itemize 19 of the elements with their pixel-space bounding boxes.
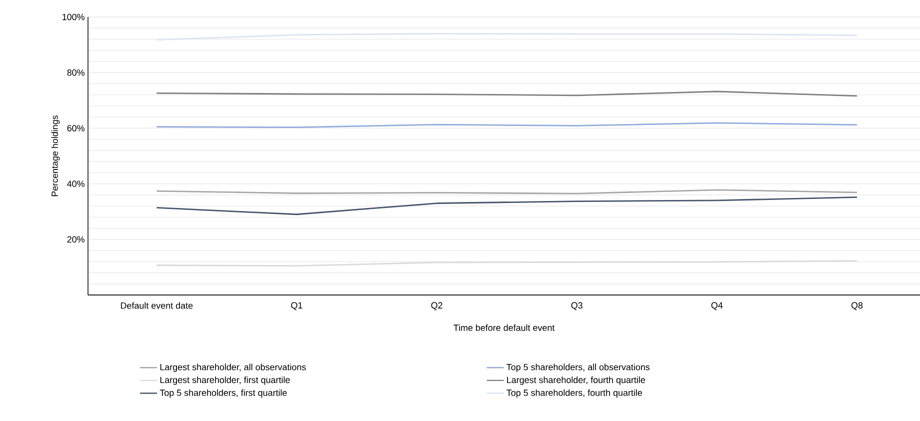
x-tick-label: Q3 xyxy=(571,302,582,310)
x-axis-title: Time before default event xyxy=(454,324,555,331)
y-tick-label: 20% xyxy=(67,236,84,243)
y-tick-label: 60% xyxy=(67,125,84,132)
legend-label: Top 5 shareholders, all observations xyxy=(506,364,650,372)
legend-label: Top 5 shareholders, fourth quartile xyxy=(506,389,642,398)
legend-label: Largest shareholder, fourth quartile xyxy=(507,376,646,385)
x-tick-label: Q2 xyxy=(431,302,442,310)
y-tick-label: 100% xyxy=(62,14,84,20)
legend-label: Largest shareholder, first quartile xyxy=(160,376,290,385)
x-tick-label: Q4 xyxy=(711,302,723,310)
x-tick-label: Q8 xyxy=(851,302,863,310)
legend-label: Largest shareholder, all observations xyxy=(160,364,306,372)
x-tick-label: Default event date xyxy=(120,302,193,309)
y-tick-label: 80% xyxy=(67,69,84,76)
y-axis-title: Percentage holdings xyxy=(51,115,60,196)
legend-label: Top 5 shareholders, first quartile xyxy=(160,389,287,398)
y-tick-label: 40% xyxy=(67,180,84,187)
x-tick-label: Q1 xyxy=(291,302,302,310)
